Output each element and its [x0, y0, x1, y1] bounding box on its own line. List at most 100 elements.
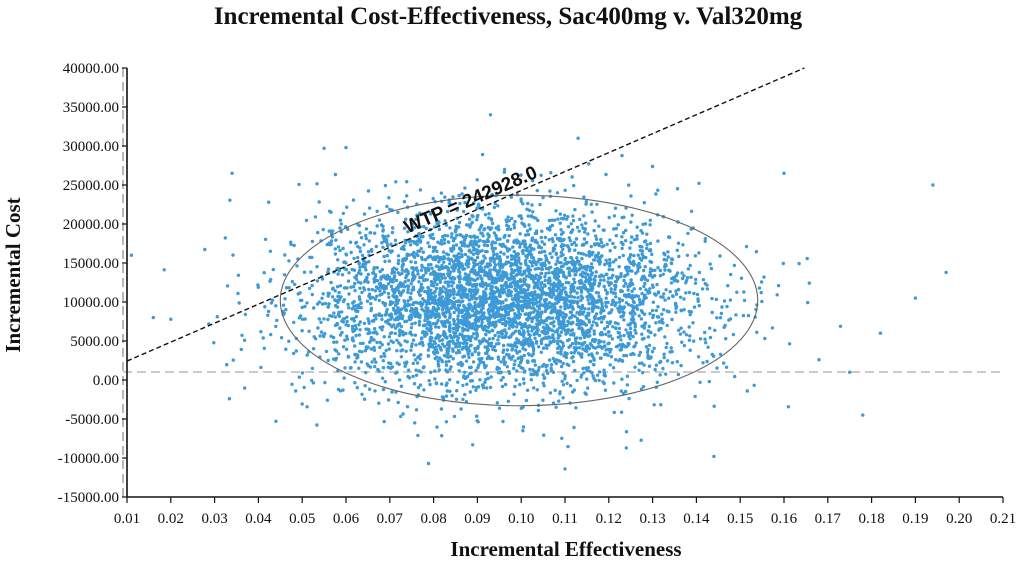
data-point: [477, 203, 481, 207]
data-point: [403, 319, 407, 324]
data-point: [487, 296, 491, 301]
data-point: [381, 359, 385, 363]
data-point: [266, 313, 270, 317]
data-point: [463, 314, 467, 318]
data-point: [345, 319, 349, 324]
data-point: [572, 299, 576, 303]
data-point: [579, 278, 583, 283]
data-point: [562, 237, 566, 242]
data-point: [448, 312, 452, 316]
data-point: [552, 359, 557, 363]
data-point: [481, 234, 485, 238]
data-point: [378, 289, 382, 293]
data-point: [548, 391, 553, 395]
data-point: [480, 356, 484, 361]
data-point: [521, 346, 525, 351]
data-point: [386, 234, 390, 238]
data-point: [649, 260, 654, 264]
data-point: [398, 328, 402, 332]
data-point: [481, 386, 486, 390]
data-point: [500, 285, 504, 289]
data-point: [608, 334, 613, 338]
data-point: [511, 354, 515, 359]
data-point: [326, 267, 331, 271]
data-point: [597, 281, 602, 285]
data-point: [602, 340, 606, 344]
data-point: [449, 290, 454, 294]
data-point: [417, 237, 421, 241]
data-point: [511, 308, 515, 312]
data-point: [320, 302, 325, 306]
data-point: [483, 256, 487, 260]
data-point: [569, 222, 573, 226]
data-point: [574, 266, 578, 271]
x-tick-label: 0.14: [683, 511, 710, 527]
data-point: [387, 249, 391, 253]
data-point: [666, 255, 670, 259]
data-point: [489, 341, 494, 345]
data-point: [372, 327, 377, 331]
data-point: [628, 331, 633, 335]
data-point: [412, 250, 416, 255]
data-point: [419, 370, 423, 374]
data-point: [350, 324, 355, 329]
data-point: [500, 384, 505, 389]
data-point: [570, 259, 575, 263]
data-point: [423, 289, 427, 294]
data-point: [456, 341, 460, 345]
data-point: [367, 294, 372, 298]
data-point: [490, 328, 494, 332]
data-point: [688, 312, 692, 317]
data-point: [500, 307, 504, 312]
data-point: [588, 250, 592, 254]
data-point: [635, 234, 639, 238]
data-point: [388, 331, 393, 336]
data-point: [522, 269, 526, 273]
data-point: [514, 295, 519, 299]
data-point: [481, 360, 486, 365]
data-point: [603, 262, 607, 267]
data-point: [614, 295, 618, 299]
data-point: [616, 344, 620, 348]
data-point: [624, 228, 628, 233]
data-point: [318, 334, 322, 338]
data-point: [589, 359, 593, 364]
data-point: [484, 332, 488, 337]
data-point: [504, 218, 508, 222]
data-point: [444, 383, 448, 387]
data-point: [503, 307, 507, 311]
data-point: [611, 273, 615, 278]
data-point: [725, 304, 729, 309]
data-point: [429, 297, 433, 301]
data-point: [415, 361, 420, 365]
data-point: [567, 321, 571, 325]
data-point: [710, 310, 714, 315]
data-point: [492, 260, 496, 264]
data-point: [629, 352, 633, 357]
data-point: [504, 298, 508, 302]
data-point: [389, 317, 393, 321]
data-point: [571, 332, 575, 336]
data-point: [326, 358, 330, 363]
data-point: [626, 331, 630, 335]
y-tick-label: 25000.00: [63, 178, 119, 194]
data-point: [338, 218, 343, 222]
data-point: [523, 297, 527, 301]
data-point: [760, 299, 764, 304]
data-point: [528, 324, 532, 329]
data-point: [591, 362, 596, 367]
data-point: [300, 317, 305, 321]
data-point: [409, 260, 413, 264]
data-point: [437, 368, 441, 372]
data-point: [486, 265, 490, 269]
data-point: [383, 303, 387, 308]
data-point: [629, 321, 633, 325]
data-point: [621, 313, 625, 318]
data-point: [437, 227, 442, 232]
data-point: [501, 322, 505, 326]
data-point: [520, 324, 524, 329]
data-point: [442, 265, 447, 270]
data-point: [398, 332, 402, 336]
data-point: [587, 353, 591, 357]
data-point: [466, 273, 471, 278]
